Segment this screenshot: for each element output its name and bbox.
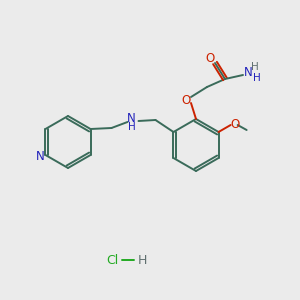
Text: O: O [230,118,239,130]
Text: N: N [36,151,45,164]
Text: H: H [128,122,135,132]
Text: N: N [244,65,252,79]
Text: H: H [251,62,259,72]
Text: O: O [206,52,214,65]
Text: O: O [182,94,190,107]
Text: H: H [253,73,261,83]
Text: Cl: Cl [106,254,118,266]
Text: N: N [127,112,136,124]
Text: H: H [137,254,147,266]
